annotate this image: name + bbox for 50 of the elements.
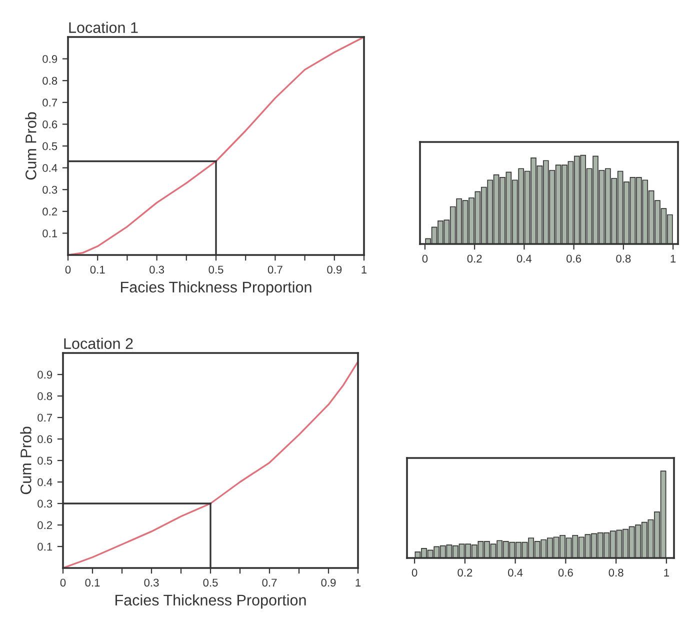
y-axis-title: Cum Prob	[20, 426, 32, 494]
chart-title: Location 1	[69, 22, 138, 33]
y-tick-label: 0.6	[38, 435, 52, 444]
x-tick-label: 0.8	[608, 568, 624, 577]
x-tick-label: 1	[664, 568, 669, 576]
x-tick-label: 0.3	[144, 578, 159, 587]
y-axis-title: Cum Prob	[25, 112, 36, 180]
x-tick-label: 1	[670, 254, 676, 262]
x-tick-label: 0.1	[85, 578, 100, 587]
y-tick-label: 0.8	[38, 392, 52, 400]
x-tick-label: 1	[362, 266, 367, 274]
y-tick-label: 0.9	[38, 370, 52, 379]
y-tick-label: 0.6	[42, 120, 58, 128]
x-tick-label: 0.4	[516, 254, 532, 263]
y-tick-label: 0.7	[42, 98, 58, 107]
x-tick-label: 0	[412, 568, 418, 577]
x-tick-label: 0.9	[321, 578, 336, 587]
y-tick-label: 0.2	[42, 208, 58, 216]
y-tick-label: 0.5	[42, 142, 58, 150]
x-tick-label: 0	[60, 578, 66, 587]
x-tick-label: 0.8	[616, 254, 631, 263]
x-axis-title: Facies Thickness Proportion	[121, 281, 312, 296]
y-tick-label: 0.7	[38, 414, 52, 422]
x-tick-label: 0.1	[90, 266, 105, 274]
chart-title: Location 2	[64, 338, 133, 349]
x-tick-label: 0.7	[262, 578, 277, 587]
x-tick-label: 0.2	[458, 568, 472, 577]
x-tick-label: 0.7	[268, 266, 282, 274]
y-tick-label: 0.3	[38, 500, 52, 508]
x-tick-label: 0.5	[203, 578, 218, 587]
x-tick-label: 1	[356, 578, 361, 586]
x-axis-title: Facies Thickness Proportion	[116, 594, 306, 609]
x-tick-label: 0.9	[327, 266, 342, 274]
x-tick-label: 0.4	[508, 568, 523, 577]
y-tick-label: 0.8	[42, 76, 58, 85]
y-tick-label: 0.4	[42, 164, 58, 172]
y-tick-label: 0.1	[38, 542, 52, 551]
y-tick-label: 0.3	[42, 186, 58, 194]
x-tick-label: 0.6	[566, 254, 582, 263]
x-tick-label: 0	[65, 266, 71, 274]
y-tick-label: 0.5	[38, 456, 52, 465]
x-tick-label: 0.3	[150, 266, 164, 274]
x-tick-label: 0.6	[558, 568, 573, 577]
x-tick-label: 0.2	[467, 254, 482, 263]
y-tick-label: 0.9	[42, 55, 58, 63]
y-tick-label: 0.1	[42, 229, 58, 238]
y-tick-label: 0.4	[38, 478, 52, 486]
x-tick-label: 0.5	[208, 266, 224, 274]
y-tick-label: 0.2	[38, 521, 52, 530]
x-tick-label: 0	[422, 254, 428, 263]
